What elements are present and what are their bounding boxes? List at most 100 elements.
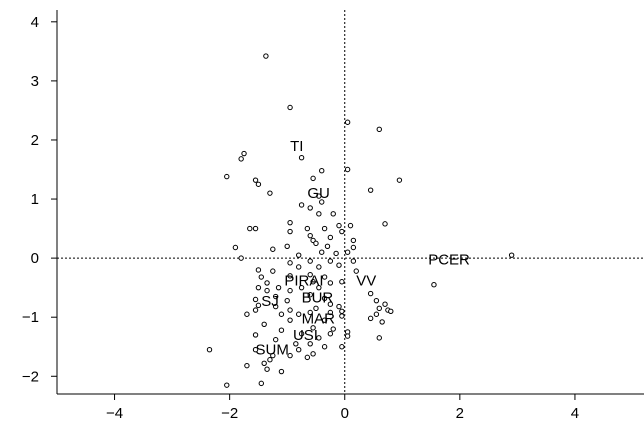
data-point <box>316 264 322 270</box>
data-point <box>321 295 328 301</box>
data-point <box>350 244 357 251</box>
data-point <box>307 309 313 316</box>
data-point <box>344 249 351 255</box>
data-point <box>224 382 230 388</box>
data-point <box>252 332 259 338</box>
data-point <box>287 352 293 359</box>
data-point <box>327 234 334 241</box>
data-point <box>247 225 253 232</box>
site-label: USI <box>293 327 318 344</box>
data-point <box>293 341 299 347</box>
data-point <box>206 346 213 353</box>
data-point <box>321 344 328 350</box>
data-point <box>388 308 394 314</box>
data-point <box>278 368 285 375</box>
data-point <box>264 287 270 294</box>
data-point <box>252 307 259 313</box>
data-point <box>287 307 293 313</box>
data-point <box>324 243 331 250</box>
data-point <box>267 190 273 196</box>
x-tick-label: −2 <box>221 405 238 422</box>
data-point <box>367 187 374 193</box>
data-point <box>272 293 279 300</box>
data-point <box>327 301 334 307</box>
data-point <box>241 150 247 157</box>
data-point <box>382 221 388 227</box>
data-point <box>310 175 316 182</box>
data-point <box>330 211 336 217</box>
data-point <box>339 313 345 319</box>
data-point <box>275 284 282 291</box>
data-point <box>255 181 262 187</box>
data-point <box>264 280 270 286</box>
data-point <box>224 173 230 180</box>
data-point <box>270 246 276 252</box>
data-point <box>350 237 357 244</box>
site-label: PCER <box>428 251 470 268</box>
data-point <box>373 311 380 317</box>
data-point <box>376 335 382 341</box>
data-point <box>327 258 334 264</box>
data-point <box>316 193 322 199</box>
data-point <box>373 297 380 304</box>
y-tick-label: 1 <box>31 191 39 208</box>
data-point <box>319 249 325 255</box>
site-label: MAR <box>302 310 336 327</box>
site-label: PIRAI <box>284 273 323 290</box>
data-point <box>307 232 313 239</box>
data-point <box>307 271 313 278</box>
data-point <box>255 284 262 291</box>
data-point <box>272 303 279 310</box>
data-point <box>379 319 385 325</box>
data-point <box>296 311 302 317</box>
data-point <box>367 290 374 297</box>
data-point <box>296 252 302 258</box>
data-point <box>330 326 336 332</box>
data-point <box>321 274 328 280</box>
data-point <box>344 119 351 125</box>
data-point <box>255 302 262 309</box>
y-tick-label: 0 <box>31 250 39 267</box>
data-point <box>319 199 325 205</box>
data-point <box>316 335 322 341</box>
data-point <box>396 177 403 183</box>
x-tick-label: 2 <box>456 405 464 422</box>
data-point <box>296 346 302 353</box>
data-point <box>316 284 322 291</box>
data-point <box>339 308 345 314</box>
data-point <box>336 303 342 310</box>
data-point <box>298 284 305 291</box>
data-point <box>344 166 351 173</box>
data-point <box>367 315 374 322</box>
x-tick-label: 4 <box>571 405 579 422</box>
data-point <box>255 267 262 273</box>
data-point <box>327 309 334 316</box>
site-label: SUM <box>256 342 289 359</box>
data-point <box>307 341 313 347</box>
data-point <box>287 287 293 294</box>
site-label: SJ <box>261 293 279 310</box>
site-label: TI <box>290 138 303 155</box>
data-point <box>284 297 290 304</box>
data-point <box>287 260 293 266</box>
data-point <box>232 244 239 251</box>
data-point <box>284 243 290 250</box>
data-point <box>244 311 250 317</box>
data-point <box>261 360 267 366</box>
data-point <box>307 258 313 264</box>
plot-frame <box>56 10 644 395</box>
data-point <box>319 167 325 174</box>
data-point <box>296 264 302 270</box>
data-point <box>350 258 357 264</box>
x-tick-label: 0 <box>341 405 349 422</box>
data-point <box>382 301 388 307</box>
data-point <box>431 282 437 288</box>
data-point <box>278 311 285 317</box>
data-point <box>272 336 279 343</box>
data-point <box>278 327 285 333</box>
y-tick-label: 3 <box>31 73 39 90</box>
data-point <box>287 219 293 226</box>
x-axis-ticks: −4 −2 0 2 4 <box>106 394 579 422</box>
site-label: GU <box>307 185 330 202</box>
data-point <box>321 225 328 232</box>
